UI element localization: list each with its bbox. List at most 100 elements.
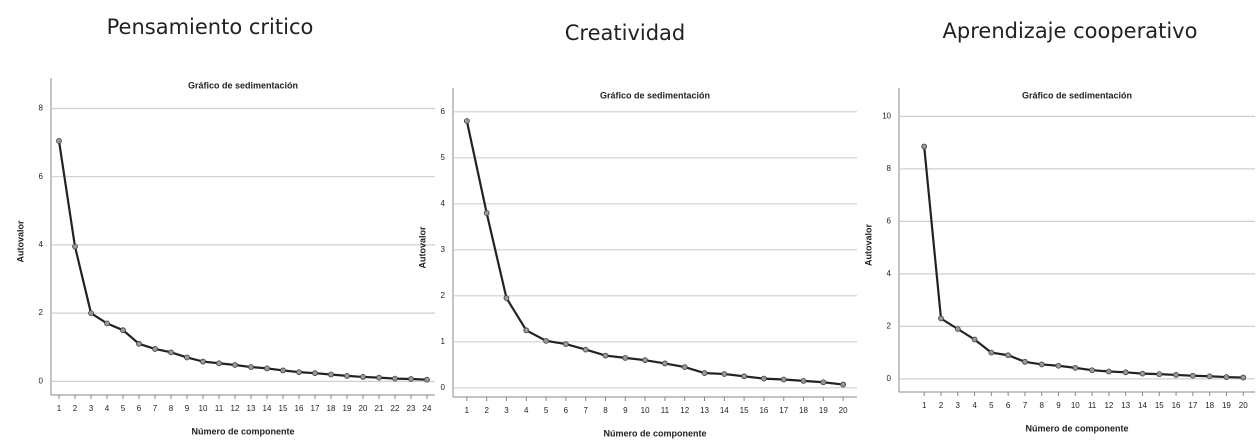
scree-line bbox=[923, 146, 1244, 379]
point bbox=[622, 354, 629, 361]
x-tick-label: 15 bbox=[279, 404, 288, 413]
point bbox=[360, 374, 366, 380]
point bbox=[312, 370, 318, 377]
scree-line bbox=[465, 120, 844, 386]
point bbox=[1038, 361, 1045, 368]
point bbox=[938, 315, 944, 322]
y-axis-label: Autovalor bbox=[417, 226, 427, 269]
x-tick-label: 6 bbox=[564, 406, 569, 415]
x-tick-label: 20 bbox=[839, 406, 848, 415]
point bbox=[344, 372, 350, 379]
y-tick-label: 5 bbox=[441, 153, 446, 162]
x-tick-label: 9 bbox=[1056, 401, 1061, 410]
x-tick-label: 17 bbox=[311, 404, 320, 413]
x-tick-label: 19 bbox=[1222, 401, 1231, 410]
y-tick-label: 1 bbox=[441, 337, 446, 346]
point bbox=[264, 365, 270, 372]
chart-title: Gráfico de sedimentación bbox=[188, 80, 298, 90]
x-tick-label: 1 bbox=[922, 401, 927, 410]
point bbox=[216, 360, 222, 367]
point bbox=[971, 336, 978, 343]
x-tick-label: 12 bbox=[680, 406, 689, 415]
point bbox=[120, 327, 126, 334]
point bbox=[780, 376, 787, 383]
x-tick-label: 16 bbox=[295, 404, 304, 413]
x-tick-label: 1 bbox=[57, 404, 62, 413]
point bbox=[642, 357, 648, 364]
x-tick-label: 2 bbox=[484, 406, 489, 415]
x-tick-label: 7 bbox=[1023, 401, 1028, 410]
y-tick-label: 8 bbox=[887, 164, 892, 173]
point bbox=[376, 374, 382, 381]
point bbox=[408, 376, 414, 382]
x-tick-label: 14 bbox=[720, 406, 729, 415]
x-tick-label: 8 bbox=[603, 406, 608, 415]
point bbox=[232, 362, 238, 368]
point bbox=[483, 210, 490, 216]
y-tick-label: 0 bbox=[39, 376, 44, 385]
x-tick-label: 24 bbox=[423, 404, 432, 413]
x-tick-label: 10 bbox=[641, 406, 650, 415]
point bbox=[56, 137, 62, 144]
point bbox=[1189, 372, 1196, 379]
y-axis-label: Autovalor bbox=[863, 224, 873, 267]
x-tick-label: 13 bbox=[247, 404, 256, 413]
point bbox=[582, 346, 589, 353]
y-tick-label: 2 bbox=[887, 321, 892, 330]
y-tick-label: 4 bbox=[441, 199, 446, 208]
point bbox=[1005, 352, 1012, 359]
point bbox=[543, 337, 549, 344]
x-tick-label: 4 bbox=[524, 406, 529, 415]
x-tick-label: 18 bbox=[799, 406, 808, 415]
point bbox=[503, 295, 510, 302]
point bbox=[1139, 370, 1146, 377]
x-tick-label: 11 bbox=[215, 404, 224, 413]
panel-heading: Pensamiento critico bbox=[107, 15, 314, 39]
y-tick-label: 8 bbox=[39, 104, 44, 113]
point bbox=[800, 377, 807, 384]
point bbox=[200, 358, 206, 365]
point bbox=[988, 349, 995, 356]
y-tick-label: 6 bbox=[39, 172, 44, 181]
y-tick-label: 4 bbox=[39, 240, 44, 249]
point bbox=[820, 379, 827, 386]
point bbox=[662, 360, 668, 367]
x-axis-label: Número de componente bbox=[191, 426, 294, 436]
point bbox=[523, 327, 530, 334]
point bbox=[424, 376, 430, 383]
x-tick-label: 5 bbox=[544, 406, 549, 415]
point bbox=[1106, 368, 1112, 375]
x-tick-label: 19 bbox=[819, 406, 828, 415]
x-tick-label: 11 bbox=[661, 406, 670, 415]
point bbox=[761, 375, 767, 382]
x-axis-label: Número de componente bbox=[1025, 423, 1128, 433]
point bbox=[72, 243, 78, 250]
y-tick-label: 2 bbox=[441, 291, 446, 300]
y-tick-label: 4 bbox=[887, 269, 892, 278]
x-tick-label: 10 bbox=[1071, 401, 1080, 410]
x-tick-label: 20 bbox=[1239, 401, 1248, 410]
y-tick-label: 6 bbox=[887, 216, 892, 225]
x-tick-label: 19 bbox=[343, 404, 352, 413]
x-tick-label: 23 bbox=[407, 404, 416, 413]
x-tick-label: 5 bbox=[121, 404, 126, 413]
point bbox=[104, 320, 110, 327]
point bbox=[184, 354, 190, 361]
x-tick-label: 5 bbox=[989, 401, 994, 410]
x-axis-label: Número de componente bbox=[603, 428, 706, 438]
x-tick-label: 9 bbox=[623, 406, 628, 415]
point bbox=[328, 371, 334, 378]
point bbox=[168, 349, 174, 356]
point bbox=[392, 375, 398, 382]
x-tick-label: 17 bbox=[1188, 401, 1197, 410]
point bbox=[921, 143, 928, 150]
point bbox=[602, 352, 609, 359]
chart-title: Gráfico de sedimentación bbox=[600, 90, 710, 100]
point bbox=[954, 326, 961, 332]
chart-title: Gráfico de sedimentación bbox=[1022, 90, 1132, 100]
point bbox=[1223, 374, 1230, 380]
x-tick-label: 13 bbox=[1121, 401, 1130, 410]
x-tick-label: 18 bbox=[327, 404, 336, 413]
x-tick-label: 8 bbox=[169, 404, 174, 413]
